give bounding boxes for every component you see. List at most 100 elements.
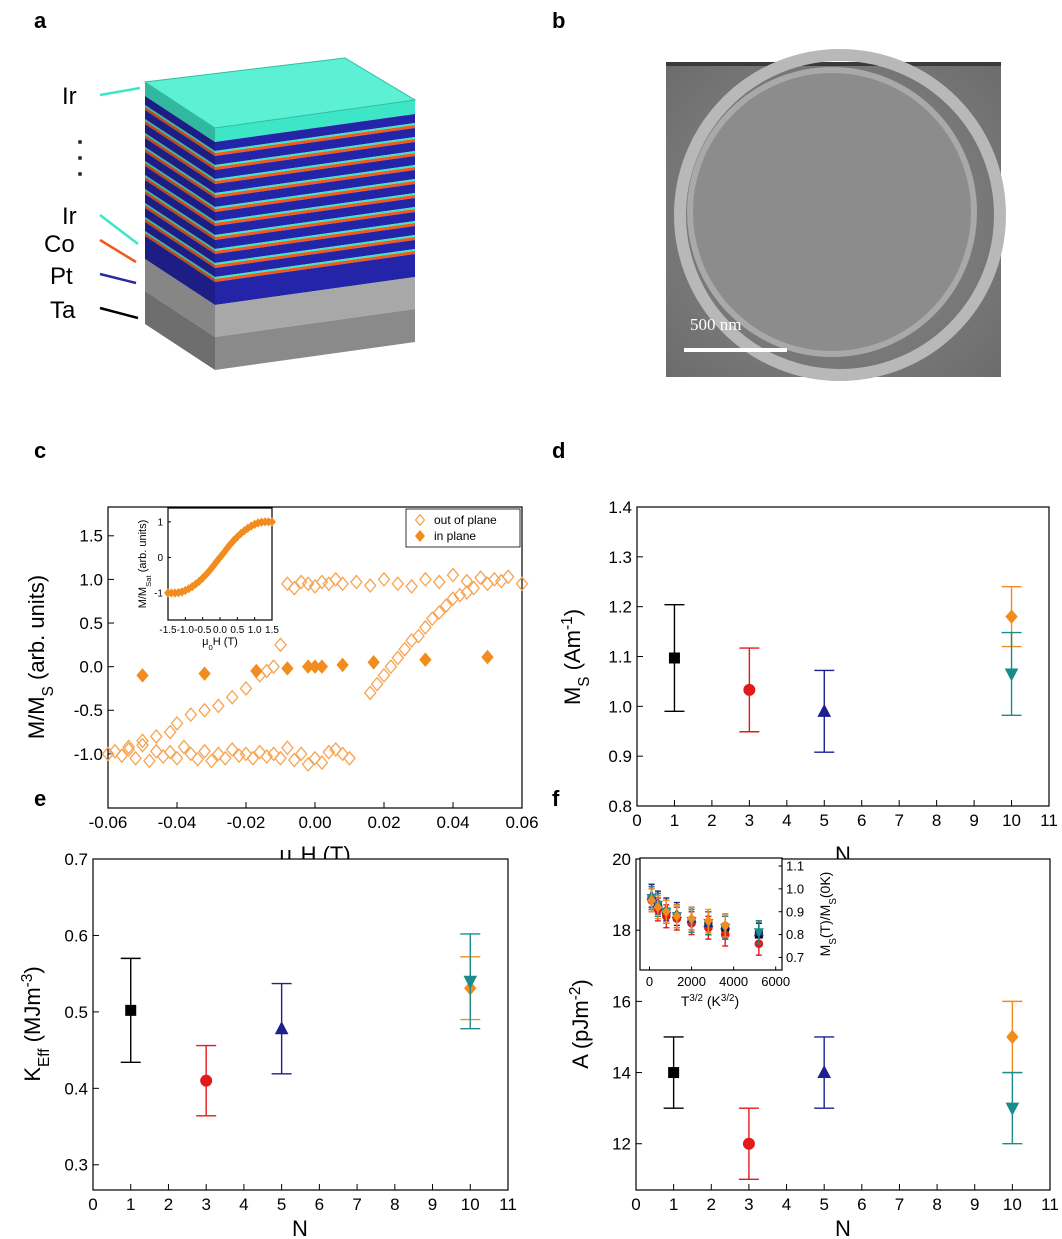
marker bbox=[653, 901, 663, 913]
marker bbox=[515, 576, 529, 592]
label-part: ) bbox=[560, 609, 585, 616]
label-part: -3 bbox=[19, 974, 36, 988]
label-part: -1 bbox=[559, 616, 576, 630]
layer-left bbox=[145, 105, 215, 153]
marker bbox=[377, 667, 391, 683]
x-tick-label: -0.06 bbox=[89, 813, 128, 832]
layer-left bbox=[145, 208, 215, 263]
axis-label: MS (Am-1) bbox=[559, 609, 593, 705]
marker bbox=[294, 746, 308, 762]
y-tick-label: 1.1 bbox=[608, 647, 632, 666]
label-part: (Am bbox=[560, 630, 585, 676]
y-tick-label: 1.3 bbox=[608, 548, 632, 567]
pillar-rim bbox=[674, 49, 1006, 381]
marker bbox=[322, 744, 336, 760]
layer-right bbox=[215, 251, 415, 282]
marker bbox=[205, 753, 218, 769]
marker bbox=[743, 683, 756, 696]
marker bbox=[136, 733, 149, 749]
x-tick-label: 8 bbox=[932, 1195, 941, 1214]
marker bbox=[274, 1021, 289, 1035]
layer-left bbox=[145, 231, 215, 279]
y-tick-label: -1 bbox=[154, 588, 163, 599]
x-tick-label: 4 bbox=[782, 1195, 791, 1214]
layer-right bbox=[215, 142, 415, 179]
marker bbox=[184, 707, 198, 723]
marker bbox=[315, 659, 329, 674]
marker bbox=[817, 1064, 832, 1079]
x-tick-label: -0.5 bbox=[194, 625, 212, 636]
y-tick-label: 14 bbox=[612, 1063, 631, 1082]
marker bbox=[246, 750, 260, 766]
marker bbox=[398, 641, 412, 657]
label-part: M/M bbox=[137, 587, 149, 608]
x-tick-label: 10 bbox=[1003, 1195, 1022, 1214]
marker bbox=[149, 743, 163, 759]
panel-label: e bbox=[34, 786, 46, 811]
marker bbox=[391, 650, 405, 666]
ellipsis-dot bbox=[78, 140, 82, 144]
layer-right bbox=[215, 139, 415, 170]
y-tick-label: 0.4 bbox=[64, 1079, 88, 1098]
layer-right bbox=[215, 309, 415, 370]
x-tick-label: 10 bbox=[461, 1195, 480, 1214]
y-tick-label: 0.6 bbox=[64, 926, 88, 945]
marker bbox=[661, 906, 671, 918]
legend-box bbox=[405, 508, 521, 548]
label-part: (arb. units) bbox=[24, 575, 49, 686]
x-tick-label: 8 bbox=[390, 1195, 399, 1214]
marker bbox=[414, 530, 426, 542]
diagram-labels: Ir Ir Co Pt Ta bbox=[44, 83, 141, 324]
marker bbox=[363, 685, 377, 701]
marker bbox=[170, 715, 184, 731]
x-tick-label: 0 bbox=[646, 974, 653, 989]
marker bbox=[414, 513, 426, 527]
x-tick-label: 0 bbox=[631, 1195, 640, 1214]
axis-label: MS(T)/MS(0K) bbox=[817, 872, 839, 957]
marker bbox=[1004, 668, 1019, 682]
x-tick-label: 0 bbox=[632, 811, 641, 830]
marker bbox=[219, 548, 228, 558]
x-tick-label: 5 bbox=[819, 1195, 828, 1214]
marker bbox=[329, 571, 343, 587]
marker bbox=[1006, 1029, 1019, 1045]
y-tick-label: 1.2 bbox=[608, 598, 632, 617]
marker bbox=[163, 724, 177, 740]
y-tick-label: 0.8 bbox=[608, 797, 632, 816]
label-part: Eff bbox=[36, 1048, 53, 1067]
y-tick-label: 0.3 bbox=[64, 1156, 88, 1175]
marker bbox=[274, 750, 287, 766]
marker bbox=[209, 561, 218, 571]
layer-left bbox=[145, 180, 215, 235]
label-part: (MJm bbox=[20, 987, 45, 1048]
layer-right bbox=[215, 184, 415, 221]
layer-right bbox=[215, 193, 415, 223]
marker bbox=[122, 739, 136, 755]
layer-right bbox=[215, 165, 415, 195]
chart: 0 1 2 3 4 5 6 7 8 9 10 11 0.8 0.9 1.0 1.1 1.2 1.3 1.4 bbox=[608, 498, 1057, 830]
layer-right bbox=[215, 170, 415, 207]
x-tick-label: 4000 bbox=[719, 974, 748, 989]
marker bbox=[419, 571, 432, 587]
plot-frame bbox=[636, 506, 1050, 807]
marker bbox=[412, 628, 425, 644]
layer-right bbox=[215, 153, 415, 184]
marker bbox=[260, 749, 274, 765]
panel-label: b bbox=[552, 8, 565, 33]
label-part: N bbox=[835, 1216, 851, 1239]
marker bbox=[501, 569, 515, 585]
y-tick-label: 1.1 bbox=[786, 859, 804, 874]
layer-right bbox=[215, 223, 415, 254]
layer-left bbox=[145, 191, 215, 240]
marker bbox=[163, 744, 177, 760]
layer-left bbox=[145, 177, 215, 226]
label-part: M bbox=[817, 945, 833, 957]
y-tick-label: 1.4 bbox=[608, 498, 632, 517]
chart: 0 1 2 3 4 5 6 7 8 9 10 11 0.3 0.4 0.5 0.6 0.7 bbox=[64, 850, 516, 1214]
marker bbox=[101, 746, 115, 762]
x-tick-label: 6 bbox=[857, 811, 866, 830]
leader-line bbox=[99, 238, 137, 264]
marker bbox=[232, 748, 246, 764]
layer-left bbox=[145, 110, 215, 165]
